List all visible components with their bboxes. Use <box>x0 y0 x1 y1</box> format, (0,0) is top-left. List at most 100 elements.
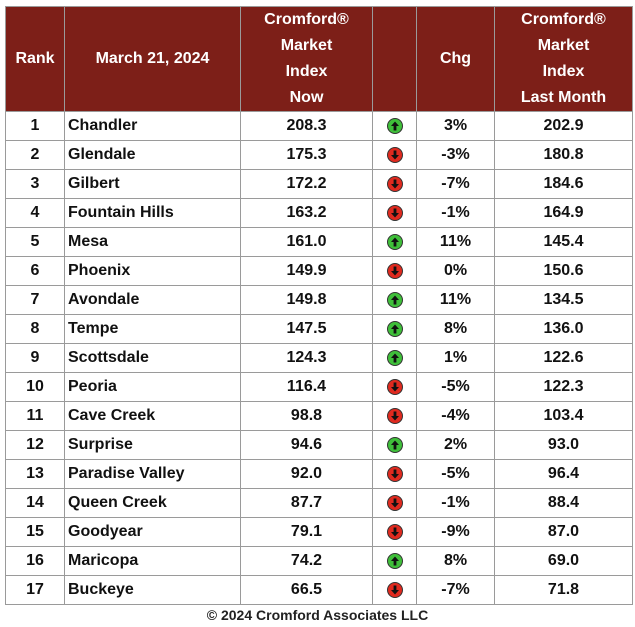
table-row: 6 Phoenix 149.9 0% 150.6 <box>5 256 633 286</box>
change-cell: 11% <box>416 227 495 257</box>
header-last-line-4: Last Month <box>520 89 607 106</box>
change-cell: -9% <box>416 517 495 547</box>
down-arrow-icon <box>386 494 403 511</box>
header-rank: Rank <box>5 6 65 112</box>
rank-cell: 9 <box>5 343 65 373</box>
direction-cell <box>372 227 417 257</box>
down-arrow-icon <box>386 465 403 482</box>
header-row: Rank March 21, 2024 Cromford® Market Ind… <box>5 6 633 112</box>
down-arrow-icon <box>386 146 403 163</box>
town-cell: Cave Creek <box>64 401 241 431</box>
header-last-line-1: Cromford® <box>521 11 606 28</box>
direction-cell <box>372 169 417 199</box>
index-now-cell: 66.5 <box>240 575 373 605</box>
down-arrow-icon <box>386 262 403 279</box>
index-last-month-cell: 88.4 <box>494 488 633 518</box>
town-cell: Chandler <box>64 111 241 141</box>
rank-cell: 12 <box>5 430 65 460</box>
direction-cell <box>372 343 417 373</box>
up-arrow-icon <box>386 436 403 453</box>
direction-cell <box>372 314 417 344</box>
index-now-cell: 92.0 <box>240 459 373 489</box>
rank-cell: 14 <box>5 488 65 518</box>
change-cell: -1% <box>416 198 495 228</box>
index-last-month-cell: 134.5 <box>494 285 633 315</box>
up-arrow-icon <box>386 291 403 308</box>
town-cell: Fountain Hills <box>64 198 241 228</box>
index-now-cell: 175.3 <box>240 140 373 170</box>
direction-cell <box>372 256 417 286</box>
direction-cell <box>372 546 417 576</box>
rank-cell: 4 <box>5 198 65 228</box>
town-cell: Maricopa <box>64 546 241 576</box>
up-arrow-icon <box>386 320 403 337</box>
table-row: 12 Surprise 94.6 2% 93.0 <box>5 430 633 460</box>
rank-cell: 5 <box>5 227 65 257</box>
table-row: 16 Maricopa 74.2 8% 69.0 <box>5 546 633 576</box>
index-last-month-cell: 136.0 <box>494 314 633 344</box>
index-now-cell: 161.0 <box>240 227 373 257</box>
change-cell: 3% <box>416 111 495 141</box>
table-row: 15 Goodyear 79.1 -9% 87.0 <box>5 517 633 547</box>
index-last-month-cell: 164.9 <box>494 198 633 228</box>
direction-cell <box>372 430 417 460</box>
table-row: 5 Mesa 161.0 11% 145.4 <box>5 227 633 257</box>
up-arrow-icon <box>386 552 403 569</box>
header-last-line-3: Index <box>542 63 585 80</box>
table-body: 1 Chandler 208.3 3% 202.9 2 Glendale 175.3 -3% 18… <box>5 111 633 605</box>
index-last-month-cell: 122.3 <box>494 372 633 402</box>
index-last-month-cell: 96.4 <box>494 459 633 489</box>
index-now-cell: 79.1 <box>240 517 373 547</box>
index-now-cell: 116.4 <box>240 372 373 402</box>
rank-cell: 6 <box>5 256 65 286</box>
index-last-month-cell: 87.0 <box>494 517 633 547</box>
up-arrow-icon <box>386 233 403 250</box>
index-now-cell: 74.2 <box>240 546 373 576</box>
rank-cell: 10 <box>5 372 65 402</box>
index-last-month-cell: 71.8 <box>494 575 633 605</box>
header-chg: Chg <box>416 6 495 112</box>
change-cell: -5% <box>416 372 495 402</box>
rank-cell: 15 <box>5 517 65 547</box>
change-cell: -3% <box>416 140 495 170</box>
table-row: 7 Avondale 149.8 11% 134.5 <box>5 285 633 315</box>
table-row: 9 Scottsdale 124.3 1% 122.6 <box>5 343 633 373</box>
table-row: 13 Paradise Valley 92.0 -5% 96.4 <box>5 459 633 489</box>
table-row: 17 Buckeye 66.5 -7% 71.8 <box>5 575 633 605</box>
change-cell: 0% <box>416 256 495 286</box>
town-cell: Tempe <box>64 314 241 344</box>
index-now-cell: 149.9 <box>240 256 373 286</box>
town-cell: Glendale <box>64 140 241 170</box>
change-cell: 2% <box>416 430 495 460</box>
change-cell: -7% <box>416 575 495 605</box>
header-arrow <box>372 6 417 112</box>
direction-cell <box>372 285 417 315</box>
table-row: 10 Peoria 116.4 -5% 122.3 <box>5 372 633 402</box>
town-cell: Surprise <box>64 430 241 460</box>
index-last-month-cell: 184.6 <box>494 169 633 199</box>
change-cell: -5% <box>416 459 495 489</box>
table-row: 14 Queen Creek 87.7 -1% 88.4 <box>5 488 633 518</box>
index-last-month-cell: 202.9 <box>494 111 633 141</box>
rank-cell: 8 <box>5 314 65 344</box>
copyright-footer: © 2024 Cromford Associates LLC <box>206 607 429 623</box>
change-cell: -7% <box>416 169 495 199</box>
index-last-month-cell: 103.4 <box>494 401 633 431</box>
index-now-cell: 163.2 <box>240 198 373 228</box>
index-now-cell: 208.3 <box>240 111 373 141</box>
change-cell: 1% <box>416 343 495 373</box>
index-last-month-cell: 180.8 <box>494 140 633 170</box>
index-now-cell: 124.3 <box>240 343 373 373</box>
town-cell: Peoria <box>64 372 241 402</box>
rank-cell: 3 <box>5 169 65 199</box>
rank-cell: 7 <box>5 285 65 315</box>
town-cell: Mesa <box>64 227 241 257</box>
change-cell: -4% <box>416 401 495 431</box>
direction-cell <box>372 575 417 605</box>
down-arrow-icon <box>386 407 403 424</box>
table-row: 8 Tempe 147.5 8% 136.0 <box>5 314 633 344</box>
rank-cell: 17 <box>5 575 65 605</box>
header-now-line-2: Market <box>280 37 333 54</box>
town-cell: Buckeye <box>64 575 241 605</box>
down-arrow-icon <box>386 523 403 540</box>
